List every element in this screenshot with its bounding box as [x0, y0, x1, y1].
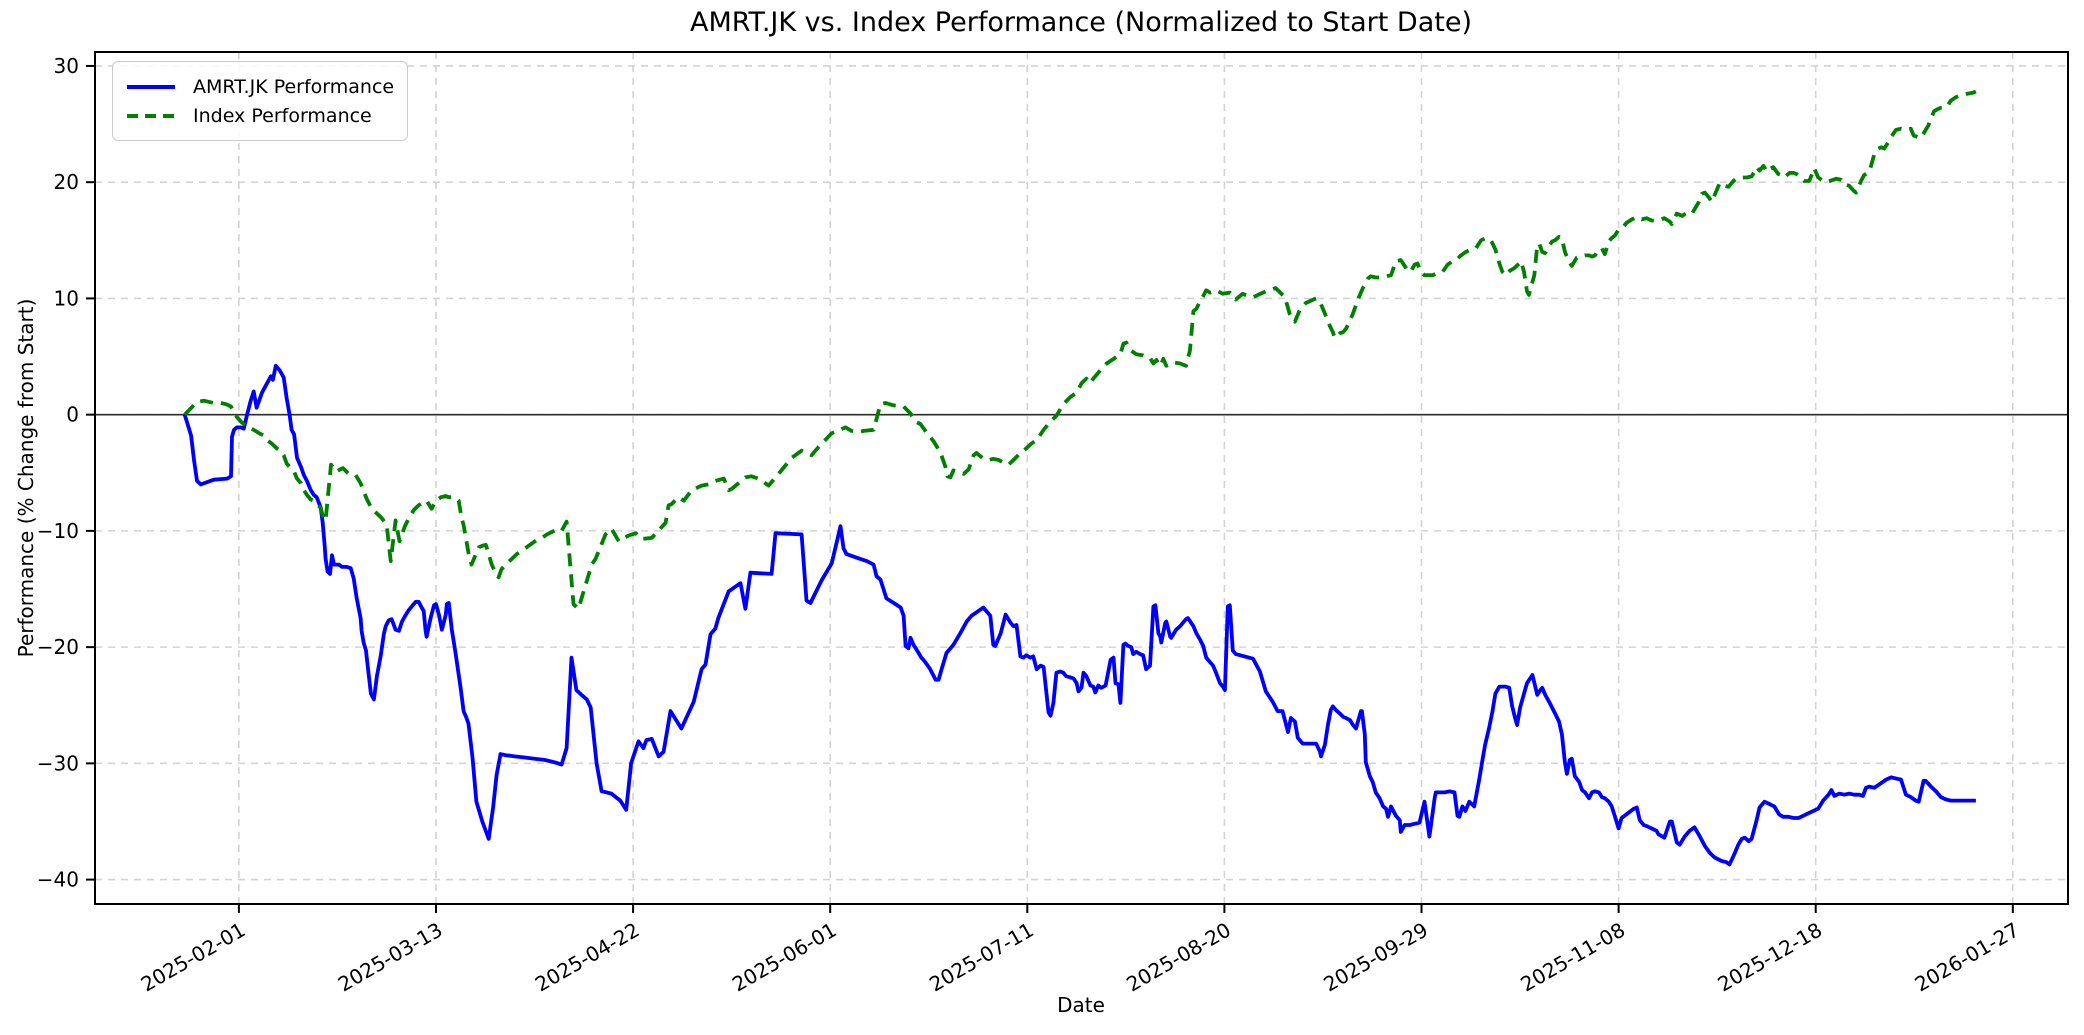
- x-tick-label: 2025-09-29: [1319, 918, 1432, 997]
- y-tick-label: −30: [37, 751, 79, 775]
- x-tick-label: 2025-03-13: [334, 918, 447, 997]
- x-tick-label: 2025-11-08: [1516, 918, 1629, 997]
- x-tick-label: 2025-02-01: [137, 918, 250, 997]
- y-tick-label: 10: [54, 286, 79, 310]
- legend: AMRT.JK Performance Index Performance: [112, 61, 408, 141]
- x-tick-label: 2025-04-22: [531, 918, 644, 997]
- index-series-line: [183, 89, 1977, 611]
- legend-item-label: AMRT.JK Performance: [193, 75, 395, 98]
- x-tick-label: 2025-08-20: [1122, 918, 1235, 997]
- legend-item-label: Index Performance: [193, 104, 372, 127]
- y-tick-label: −10: [37, 519, 79, 543]
- y-axis-label: Performance (% Change from Start): [14, 298, 38, 658]
- chart-title: AMRT.JK vs. Index Performance (Normalize…: [689, 7, 1473, 38]
- y-tick-label: 30: [54, 54, 79, 78]
- y-tick-label: 20: [54, 170, 79, 194]
- x-tick-label: 2025-07-11: [925, 918, 1038, 997]
- y-tick-label: −40: [37, 868, 79, 892]
- amrt-series-line: [182, 363, 1976, 867]
- x-tick-label: 2025-12-18: [1714, 918, 1827, 997]
- y-tick-label: 0: [66, 403, 79, 427]
- plot-border: [94, 51, 2069, 905]
- legend-item: AMRT.JK Performance: [125, 72, 395, 101]
- legend-dashed-line-icon: [127, 113, 175, 118]
- legend-solid-line-icon: [127, 84, 175, 89]
- legend-item: Index Performance: [125, 101, 395, 130]
- x-tick-label: 2026-01-27: [1911, 918, 2024, 997]
- y-tick-label: −20: [37, 635, 79, 659]
- x-axis-label: Date: [1057, 993, 1105, 1017]
- x-tick-label: 2025-06-01: [728, 918, 841, 997]
